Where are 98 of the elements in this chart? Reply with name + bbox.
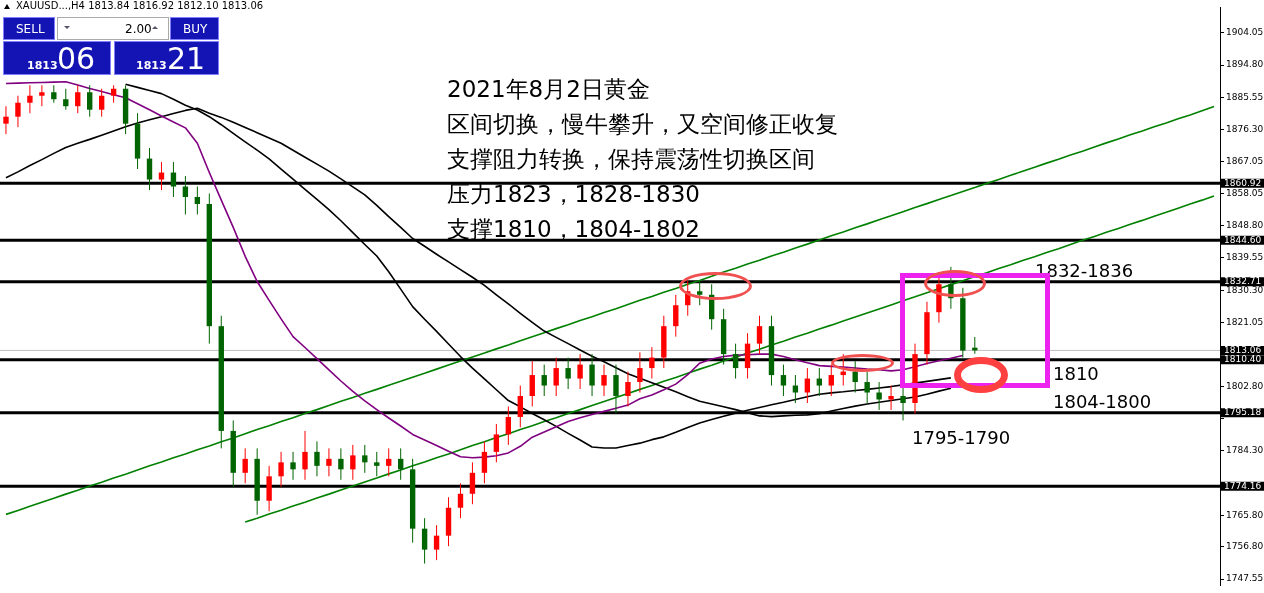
candlestick: [386, 447, 392, 477]
candlestick: [194, 186, 201, 215]
y-tick-label: 1747.55: [1226, 573, 1264, 584]
sell-button: SELL: [3, 17, 55, 40]
candlestick: [673, 294, 679, 338]
annotation: 1813: [136, 59, 167, 72]
buy-price-button: 1813 21: [114, 41, 219, 75]
candlestick: [804, 367, 811, 404]
y-tick-label: 1839.55: [1226, 252, 1264, 263]
y-tick-label: 1858.05: [1226, 187, 1264, 198]
ref-line-label: 1795.18: [1224, 407, 1262, 418]
candlestick: [649, 346, 655, 380]
candlestick: [3, 105, 9, 135]
candlestick: [780, 364, 787, 397]
y-tick-label: 1867.05: [1226, 156, 1264, 167]
annotation: 1804-1800: [1053, 391, 1152, 412]
y-tick-label: 1894.80: [1226, 59, 1264, 70]
annotation: 1810: [1053, 363, 1099, 384]
y-tick-label: 1876.30: [1226, 123, 1264, 134]
candlestick: [290, 451, 296, 481]
annotation: 2.00: [125, 22, 152, 36]
sell-price-button: 181306: [3, 41, 111, 75]
candlestick: [900, 385, 906, 421]
candlestick: [146, 147, 153, 191]
candlestick: [39, 84, 45, 107]
ref-line-label: 1810.40: [1224, 354, 1262, 365]
text: 2021年8月2日黄金: [447, 76, 650, 102]
candlestick: [433, 524, 440, 561]
annotation: BUY: [183, 22, 208, 36]
candlestick: [421, 517, 428, 565]
annotation: 1832-1836: [1035, 260, 1134, 281]
candlestick: [697, 280, 703, 306]
candlestick: [505, 405, 512, 446]
y-tick-label: 1848.80: [1226, 219, 1264, 230]
y-tick-label: 1802.80: [1226, 380, 1264, 391]
candlestick: [350, 444, 356, 481]
candlestick: [326, 447, 332, 477]
y-tick-label: 1904.05: [1226, 27, 1264, 38]
y-tick-label: 1821.05: [1226, 316, 1264, 327]
candlestick: [302, 430, 308, 481]
candlestick: [338, 447, 344, 481]
annotation: 1813: [27, 59, 58, 72]
ref-line-label: 1813.06: [1224, 344, 1262, 355]
ref-line-label: 1774.16: [1224, 480, 1262, 491]
candlestick: [481, 440, 488, 484]
y-tick-label: 1784.30: [1226, 445, 1264, 456]
annotation: SELL: [16, 22, 45, 36]
candlestick: [816, 367, 823, 397]
candlestick: [529, 360, 535, 407]
annotation: 区间切换，慢牛攀升，又空间修正收复: [447, 111, 838, 137]
candlestick: [625, 371, 631, 407]
candlestick: [278, 451, 284, 488]
annotation: 压力1823，1828-1830: [447, 181, 700, 207]
candlestick: [541, 364, 547, 397]
candlestick: [577, 353, 583, 390]
candlestick: [314, 440, 320, 477]
candlestick: [457, 482, 464, 519]
candlestick: [792, 374, 799, 404]
candlestick: [828, 364, 834, 397]
annotation: 1795-1790: [912, 427, 1011, 448]
candlestick: [87, 84, 93, 118]
candlestick: [63, 88, 69, 111]
candlestick: [637, 351, 643, 394]
candlestick: [553, 357, 559, 397]
lot-field: 2.00: [57, 17, 169, 40]
ref-line-label: 1844.60: [1224, 234, 1262, 245]
candlestick: [170, 161, 177, 198]
ref-line-label: 1832.71: [1224, 276, 1262, 287]
candlestick: [362, 444, 368, 474]
candlestick: [75, 84, 81, 114]
candlestick: [601, 364, 607, 397]
candlestick: [732, 343, 739, 380]
annotation: 21: [167, 41, 206, 76]
annotation: 06: [57, 41, 96, 76]
candlestick: [613, 364, 619, 414]
candlestick: [517, 385, 523, 428]
candlestick: [27, 84, 33, 114]
annotation: 支撑阻力转换，保持震荡性切换区间: [447, 146, 815, 172]
y-tick-label: 1830.30: [1226, 284, 1264, 295]
candlestick: [242, 447, 248, 484]
annotation: XAUUSD...,H4 1813.84 1816.92 1812.10 1813.06: [16, 0, 264, 11]
candlestick: [876, 381, 882, 411]
candlestick: [158, 161, 165, 191]
candlestick: [374, 451, 380, 477]
candlestick: [565, 357, 571, 390]
candlestick: [15, 95, 21, 128]
candlestick: [493, 423, 500, 463]
y-tick-label: 1885.55: [1226, 91, 1264, 102]
candlestick: [756, 315, 763, 355]
y-tick-label: 1756.80: [1226, 541, 1264, 552]
candlestick: [864, 371, 870, 404]
candlestick: [589, 353, 595, 397]
candlestick: [98, 88, 105, 118]
buy-button: BUY: [170, 17, 219, 40]
candlestick: [469, 461, 476, 505]
y-tick-label: 1765.80: [1226, 509, 1264, 520]
ref-line-label: 1860.92: [1224, 177, 1262, 188]
candlestick: [888, 385, 894, 411]
